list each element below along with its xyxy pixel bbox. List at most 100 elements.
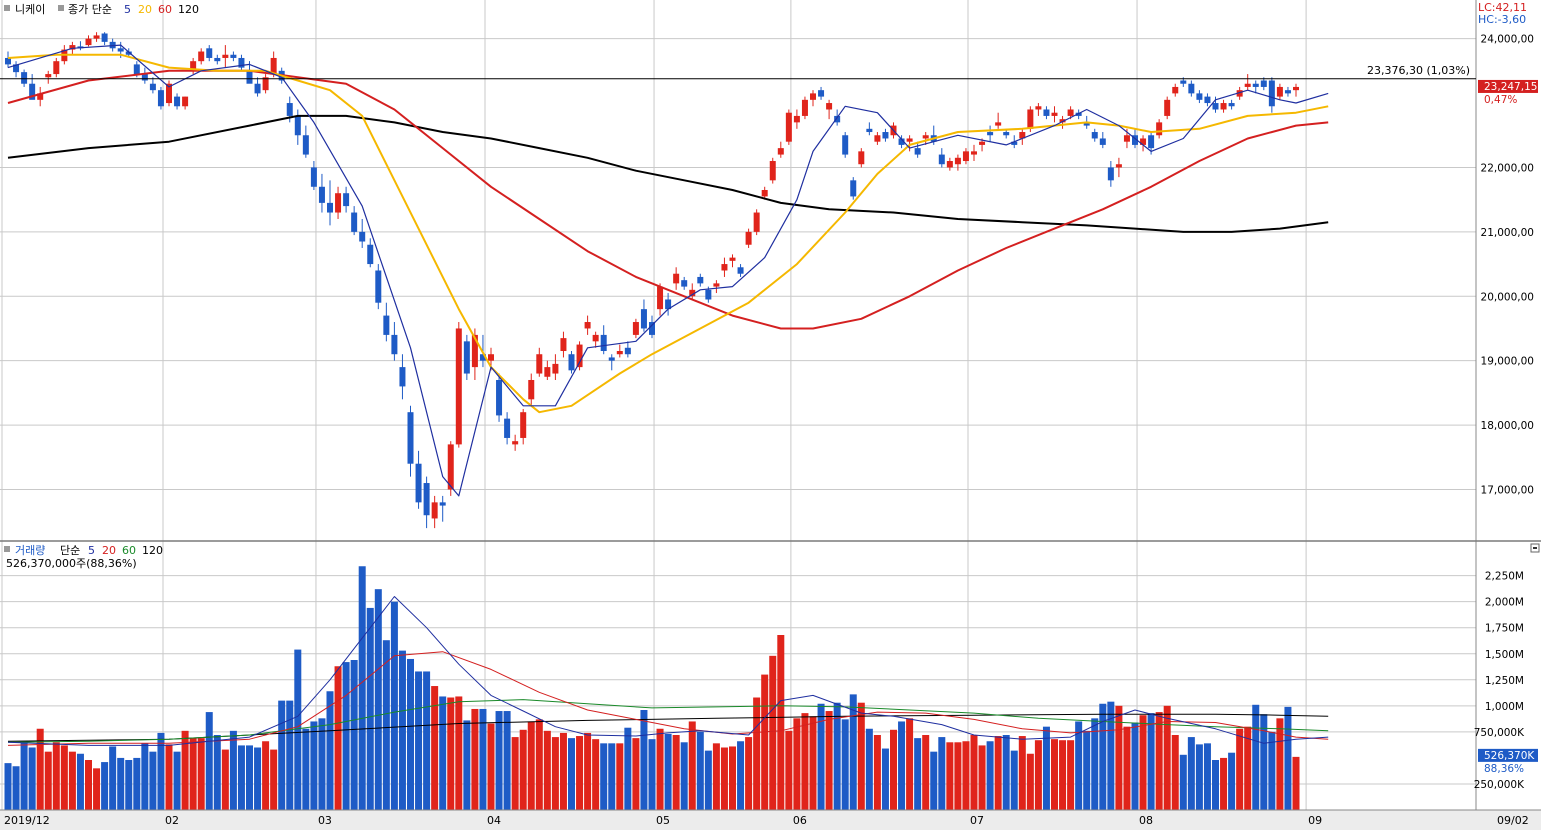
candle-body xyxy=(1252,83,1259,87)
volume-tick-label: 2,000M xyxy=(1485,597,1524,609)
candle-body xyxy=(383,315,390,335)
candle-body xyxy=(689,289,696,297)
volume-bar xyxy=(930,751,938,810)
price-legend-ma20: 20 xyxy=(138,3,152,16)
candle-body xyxy=(101,33,108,42)
candle-body xyxy=(1148,135,1155,149)
candle-body xyxy=(1011,141,1018,145)
grid-lines xyxy=(0,0,1476,810)
volume-bar xyxy=(141,743,149,810)
candle-body xyxy=(294,115,301,136)
candle-body xyxy=(592,334,599,342)
volume-ma120-line xyxy=(7,713,1329,742)
candle-body xyxy=(705,289,712,300)
volume-bar xyxy=(310,721,318,810)
volume-bar xyxy=(463,720,471,810)
x-tick-label: 06 xyxy=(793,814,807,827)
candle-body xyxy=(37,93,44,100)
candle-body xyxy=(335,193,342,213)
last-price-text: 23,247,15 xyxy=(1484,81,1537,93)
candle-body xyxy=(640,309,647,329)
volume-bar xyxy=(1034,740,1042,810)
volume-bar xyxy=(1010,750,1018,810)
candle-body xyxy=(222,54,229,58)
candle-body xyxy=(842,135,849,155)
price-legend-ma-label[interactable]: 종가 단순 xyxy=(68,3,112,16)
candle-body xyxy=(69,45,76,50)
volume-bar xyxy=(254,747,262,810)
volume-bar xyxy=(559,732,567,810)
candle-body xyxy=(761,189,768,197)
volume-bar xyxy=(1083,730,1091,810)
volume-bar xyxy=(1163,705,1171,810)
candle-body xyxy=(1276,86,1283,97)
volume-bar xyxy=(914,738,922,810)
volume-bar xyxy=(801,713,809,810)
candle-body xyxy=(866,128,873,133)
price-tick-label: 18,000,00 xyxy=(1481,420,1534,432)
volume-tick-label: 1,750M xyxy=(1485,623,1524,635)
volume-ma60-line xyxy=(7,699,1329,743)
volume-bar xyxy=(825,711,833,810)
candle-body xyxy=(1260,80,1267,87)
x-tick-label: 04 xyxy=(487,814,501,827)
volume-bar xyxy=(729,746,736,810)
ma20-line xyxy=(7,53,1329,414)
candle-body xyxy=(818,90,825,97)
volume-bar xyxy=(1155,712,1163,810)
candle-body xyxy=(1236,90,1243,97)
x-tick-label: 05 xyxy=(656,814,670,827)
volume-legend-symbol[interactable]: 거래량 xyxy=(15,544,45,557)
x-tick-label: 2019/12 xyxy=(4,814,50,827)
legend-square-icon xyxy=(58,5,64,11)
candle-body xyxy=(1043,109,1050,116)
volume-bar xyxy=(334,666,342,810)
volume-bar xyxy=(584,732,592,810)
volume-bar xyxy=(1147,713,1155,810)
volume-bar xyxy=(688,721,696,810)
candle-body xyxy=(230,54,237,58)
candle-body xyxy=(262,77,269,91)
candle-body xyxy=(1180,80,1187,84)
volume-bar xyxy=(407,658,414,810)
candle-body xyxy=(898,138,905,145)
volume-legend-ma-label[interactable]: 단순 xyxy=(60,544,80,557)
candle-body xyxy=(166,83,172,104)
volume-bar xyxy=(865,728,873,810)
candle-body xyxy=(801,99,808,116)
legend-square-icon xyxy=(4,5,10,11)
candle-body xyxy=(673,273,680,284)
candle-body xyxy=(1123,135,1130,142)
candle-body xyxy=(624,347,631,355)
candle-body xyxy=(745,231,752,245)
volume-bar xyxy=(600,743,608,810)
volume-bar xyxy=(543,730,551,810)
candle-body xyxy=(1164,99,1171,116)
price-legend-symbol[interactable]: 니케이 xyxy=(15,3,45,16)
volume-bar xyxy=(857,702,865,810)
x-right-label: 09/02 xyxy=(1497,814,1529,827)
candle-body xyxy=(1099,138,1106,145)
candle-body xyxy=(576,344,583,368)
volume-bar xyxy=(85,760,92,810)
ma5-line xyxy=(7,44,1329,497)
candle-body xyxy=(1067,109,1074,116)
volume-bar xyxy=(4,763,12,810)
pane-close-glyph-icon xyxy=(1533,547,1537,549)
volume-bar xyxy=(1099,703,1107,810)
volume-bar xyxy=(769,655,777,810)
candle-body xyxy=(302,135,309,155)
volume-bar xyxy=(568,738,575,810)
candle-body xyxy=(793,115,800,123)
lc-label: LC:42,11 xyxy=(1478,1,1527,14)
price-legend-ma120: 120 xyxy=(178,3,199,16)
volume-bar xyxy=(712,743,720,810)
volume-bar xyxy=(946,742,954,810)
volume-bar xyxy=(1051,739,1058,810)
candle-body xyxy=(496,379,503,416)
volume-tick-label: 1,000M xyxy=(1485,701,1524,713)
candle-body xyxy=(1284,90,1291,94)
volume-bar xyxy=(1002,735,1010,810)
candle-body xyxy=(697,276,704,284)
volume-bar xyxy=(704,750,712,810)
